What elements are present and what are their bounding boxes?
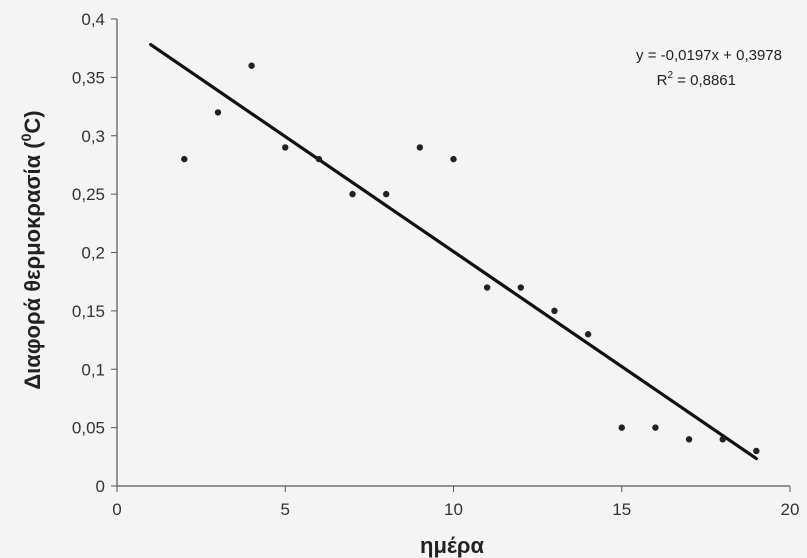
data-point [685, 436, 693, 443]
data-points [181, 62, 760, 455]
data-point [383, 190, 390, 198]
trendline-equation: y = -0,0197x + 0,3978 [636, 47, 782, 64]
r-squared-label: R2 = 0,8861 [657, 70, 736, 89]
data-point [315, 155, 323, 163]
data-point [652, 424, 659, 431]
trendline [149, 42, 758, 461]
y-tick-label: 0 [96, 477, 105, 496]
tick-labels: 0 0,05 0,1 0,15 0,2 0,25 0,3 0,35 0,4 0 5 10 15 20 [72, 10, 800, 519]
data-point [551, 307, 558, 315]
y-tick-label: 0,4 [81, 10, 105, 29]
x-tick-label: 10 [444, 500, 463, 519]
data-point [450, 155, 457, 163]
data-point [517, 284, 524, 291]
data-point [618, 424, 625, 431]
data-point [719, 436, 726, 443]
x-tick-label: 0 [112, 500, 121, 519]
y-tick-label: 0,35 [72, 68, 105, 87]
data-point [753, 447, 760, 455]
data-point [416, 144, 424, 151]
y-tick-label: 0,2 [81, 244, 105, 263]
data-point [248, 62, 255, 69]
y-tick-label: 0,05 [72, 419, 105, 438]
y-tick-label: 0,1 [81, 360, 105, 379]
data-point [282, 144, 289, 151]
x-axis-title: ημέρα [420, 533, 484, 558]
axes [111, 18, 791, 492]
x-tick-label: 5 [281, 500, 290, 519]
data-point [584, 331, 592, 338]
y-axis-title: Διαφορά θερμοκρασία (0C) [18, 110, 45, 389]
data-point [349, 190, 356, 198]
y-tick-label: 0,25 [72, 185, 105, 204]
data-point [181, 155, 188, 163]
x-tick-label: 20 [781, 500, 800, 519]
x-tick-label: 15 [612, 500, 631, 519]
y-tick-label: 0,3 [81, 127, 105, 146]
y-tick-label: 0,15 [72, 302, 105, 321]
data-point [214, 109, 222, 116]
trendline-group [149, 42, 758, 461]
data-point [483, 284, 491, 291]
